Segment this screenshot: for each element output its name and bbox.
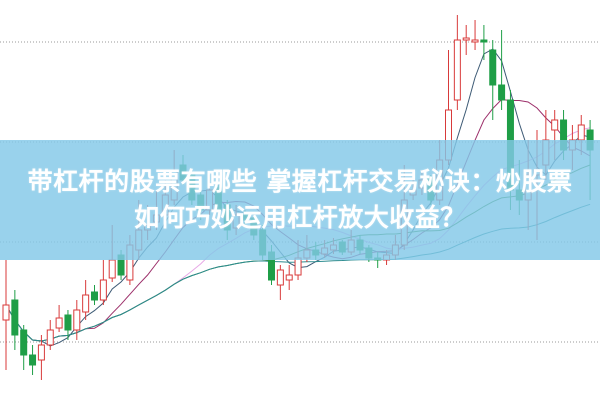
candle-body [64, 314, 72, 331]
candle [73, 300, 81, 340]
candle-body [577, 124, 585, 141]
candle-body [294, 257, 302, 276]
candle-body [11, 299, 19, 336]
candle [480, 25, 488, 60]
candle-body [489, 49, 497, 86]
candle [91, 285, 98, 305]
candle-body [551, 119, 559, 131]
candle-body [55, 317, 63, 329]
candle-body [20, 329, 28, 356]
candle-body [285, 274, 293, 281]
candle-body [498, 84, 506, 101]
candle-body [471, 39, 479, 43]
candle [276, 265, 284, 300]
candle [453, 15, 461, 110]
candle [2, 260, 10, 370]
candle [37, 335, 45, 380]
headline-line-2: 如何巧妙运用杠杆放大收益？ [134, 203, 466, 232]
candle [55, 305, 63, 332]
candle-body [82, 294, 90, 313]
candle [29, 345, 37, 375]
headline-banner: 带杠杆的股票有哪些 掌握杠杆交易秘诀：炒股票 如何巧妙运用杠杆放大收益？ [0, 140, 600, 260]
candle-body [480, 39, 488, 43]
candle [285, 265, 293, 290]
candle-body [453, 39, 461, 101]
candle-body [2, 304, 10, 321]
headline-line-1: 带杠杆的股票有哪些 掌握杠杆交易秘诀：炒股票 [27, 167, 573, 196]
candle-body [37, 344, 45, 361]
candle [471, 20, 479, 50]
candle-body [462, 37, 470, 41]
candle-body [73, 309, 81, 331]
candle [64, 310, 72, 340]
candle-body [29, 354, 37, 366]
candle-body [99, 279, 107, 301]
candle [462, 25, 470, 55]
candle-body [46, 329, 54, 346]
candle [498, 30, 506, 110]
candle-body [276, 269, 284, 286]
candle [20, 325, 28, 370]
candle-body [91, 291, 98, 301]
candle-body [108, 259, 116, 279]
candle [46, 320, 54, 350]
candle [489, 40, 497, 120]
candle [82, 280, 90, 320]
candle [99, 260, 107, 305]
candle [11, 290, 19, 350]
